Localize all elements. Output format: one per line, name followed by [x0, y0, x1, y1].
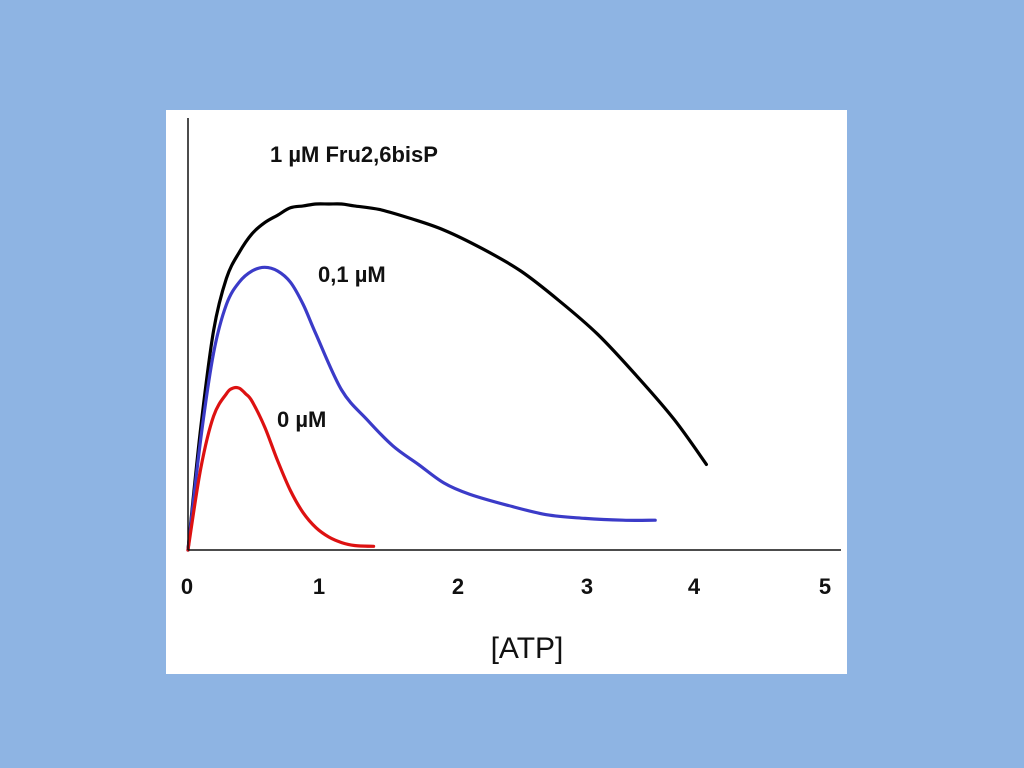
chart-svg: 0 1 2 3 4 5 1 µM Fru2,6bisP 0,1 µM 0 µM [ATP]	[181, 118, 841, 665]
x-tick-label: 0	[181, 574, 193, 599]
x-tick-label: 1	[313, 574, 325, 599]
series-labels: 1 µM Fru2,6bisP 0,1 µM 0 µM	[270, 142, 438, 432]
x-tick-label: 5	[819, 574, 831, 599]
x-tick-labels: 0 1 2 3 4 5	[181, 574, 831, 599]
x-tick-label: 4	[688, 574, 701, 599]
series-line-1uM	[186, 202, 708, 552]
x-axis-title: [ATP]	[491, 632, 564, 665]
chart-panel: 0 1 2 3 4 5 1 µM Fru2,6bisP 0,1 µM 0 µM [ATP]	[166, 110, 847, 674]
series-label-1uM: 1 µM Fru2,6bisP	[270, 142, 438, 167]
series-label-0uM: 0 µM	[277, 407, 326, 432]
series-label-0-1uM: 0,1 µM	[318, 262, 386, 287]
series-line-0uM	[186, 385, 376, 552]
x-tick-label: 3	[581, 574, 593, 599]
series-layer	[186, 202, 708, 552]
x-tick-label: 2	[452, 574, 464, 599]
series-line-0-1uM	[186, 265, 657, 552]
